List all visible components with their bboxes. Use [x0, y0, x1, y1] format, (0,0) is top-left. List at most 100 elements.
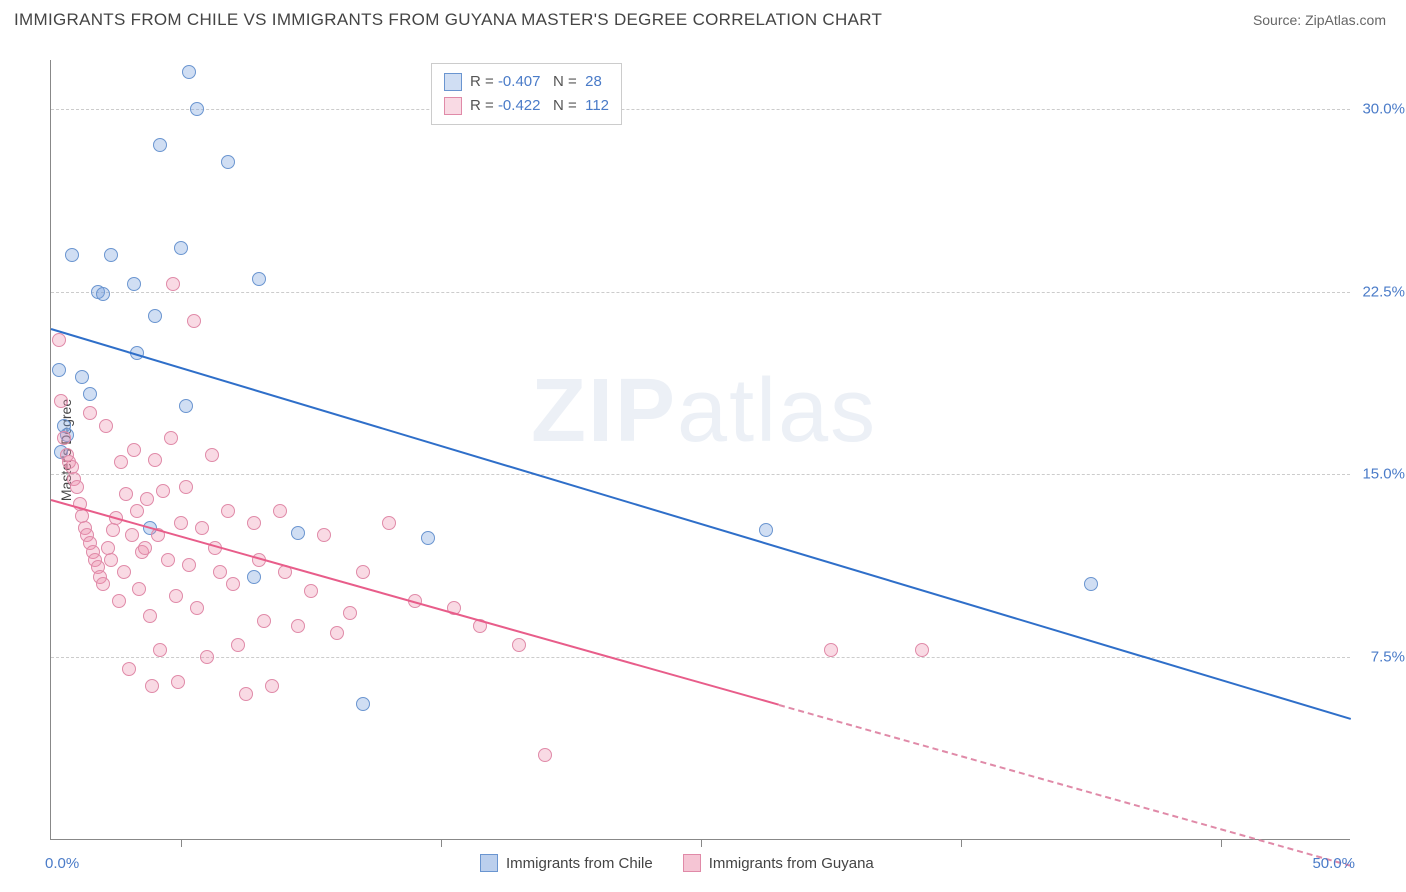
scatter-point [257, 614, 271, 628]
trend-line [51, 499, 780, 706]
gridline [51, 474, 1350, 475]
scatter-point [145, 679, 159, 693]
scatter-point [104, 248, 118, 262]
scatter-point [106, 523, 120, 537]
scatter-point [70, 480, 84, 494]
scatter-point [538, 748, 552, 762]
scatter-point [148, 453, 162, 467]
scatter-point [356, 697, 370, 711]
scatter-point [304, 584, 318, 598]
scatter-point [171, 675, 185, 689]
legend-item: Immigrants from Guyana [683, 854, 874, 872]
legend-stat: R = -0.422 N = 112 [470, 94, 609, 118]
scatter-point [153, 138, 167, 152]
scatter-point [174, 241, 188, 255]
trend-line-dashed [779, 704, 1352, 867]
legend-swatch [444, 73, 462, 91]
scatter-point [247, 516, 261, 530]
ytick-label: 7.5% [1371, 649, 1405, 666]
scatter-point [182, 65, 196, 79]
scatter-point [153, 643, 167, 657]
scatter-point [356, 565, 370, 579]
scatter-point [83, 387, 97, 401]
chart: Master's Degree ZIPatlas 7.5%15.0%22.5%3… [50, 60, 1350, 840]
scatter-point [104, 553, 118, 567]
xtick [961, 839, 962, 847]
scatter-point [156, 484, 170, 498]
legend-bottom: Immigrants from Chile Immigrants from Guy… [480, 854, 874, 872]
x-min-label: 0.0% [45, 855, 79, 872]
scatter-point [52, 363, 66, 377]
scatter-point [57, 431, 71, 445]
scatter-point [83, 406, 97, 420]
scatter-point [96, 577, 110, 591]
scatter-point [1084, 577, 1098, 591]
scatter-point [273, 504, 287, 518]
scatter-point [122, 662, 136, 676]
scatter-point [252, 272, 266, 286]
scatter-point [148, 309, 162, 323]
scatter-point [330, 626, 344, 640]
scatter-point [759, 523, 773, 537]
scatter-point [247, 570, 261, 584]
scatter-point [190, 102, 204, 116]
scatter-point [205, 448, 219, 462]
header: IMMIGRANTS FROM CHILE VS IMMIGRANTS FROM… [0, 0, 1406, 35]
scatter-point [117, 565, 131, 579]
gridline [51, 109, 1350, 110]
scatter-point [382, 516, 396, 530]
scatter-point [291, 526, 305, 540]
scatter-point [174, 516, 188, 530]
scatter-point [114, 455, 128, 469]
legend-stat: R = -0.407 N = 28 [470, 70, 602, 94]
scatter-point [195, 521, 209, 535]
legend-swatch [444, 97, 462, 115]
scatter-point [143, 609, 157, 623]
scatter-point [166, 277, 180, 291]
legend-item: Immigrants from Chile [480, 854, 653, 872]
source-label: Source: ZipAtlas.com [1253, 12, 1386, 28]
scatter-point [179, 399, 193, 413]
scatter-point [179, 480, 193, 494]
legend-label: Immigrants from Chile [506, 855, 653, 872]
scatter-point [130, 504, 144, 518]
xtick [1221, 839, 1222, 847]
scatter-point [65, 248, 79, 262]
legend-swatch [480, 854, 498, 872]
scatter-point [127, 277, 141, 291]
scatter-point [140, 492, 154, 506]
scatter-point [221, 504, 235, 518]
scatter-point [239, 687, 253, 701]
xtick [701, 839, 702, 847]
scatter-point [213, 565, 227, 579]
scatter-point [119, 487, 133, 501]
scatter-point [161, 553, 175, 567]
ytick-label: 22.5% [1362, 283, 1405, 300]
scatter-point [96, 287, 110, 301]
xtick [181, 839, 182, 847]
ytick-label: 30.0% [1362, 100, 1405, 117]
ytick-label: 15.0% [1362, 466, 1405, 483]
scatter-point [512, 638, 526, 652]
scatter-point [182, 558, 196, 572]
scatter-point [824, 643, 838, 657]
legend-swatch [683, 854, 701, 872]
scatter-point [226, 577, 240, 591]
scatter-point [125, 528, 139, 542]
scatter-point [164, 431, 178, 445]
scatter-point [231, 638, 245, 652]
scatter-point [169, 589, 183, 603]
scatter-point [127, 443, 141, 457]
scatter-point [138, 541, 152, 555]
scatter-point [52, 333, 66, 347]
scatter-point [291, 619, 305, 633]
scatter-point [265, 679, 279, 693]
trend-line [51, 328, 1352, 720]
scatter-point [75, 370, 89, 384]
scatter-point [343, 606, 357, 620]
scatter-point [187, 314, 201, 328]
scatter-point [317, 528, 331, 542]
gridline [51, 292, 1350, 293]
chart-title: IMMIGRANTS FROM CHILE VS IMMIGRANTS FROM… [14, 10, 882, 30]
scatter-point [200, 650, 214, 664]
